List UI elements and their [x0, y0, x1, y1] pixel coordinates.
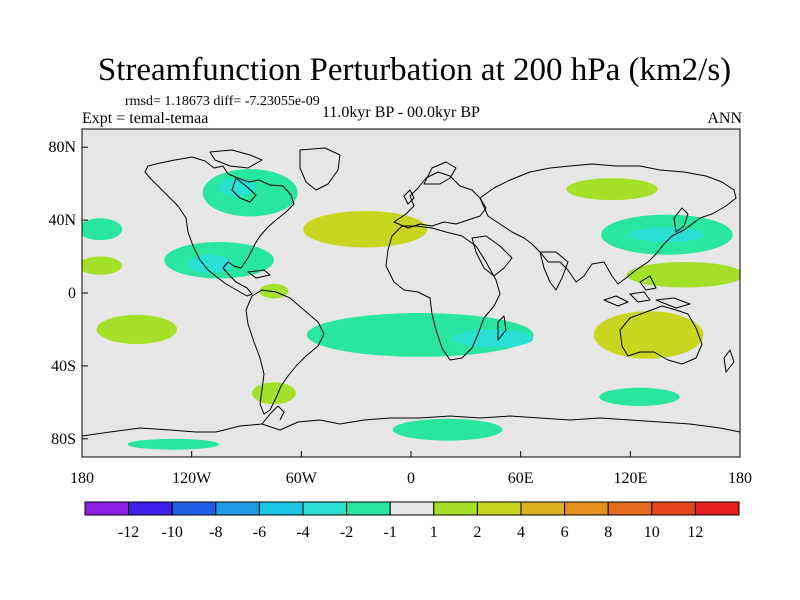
contour-region-north-atlantic-core [314, 221, 380, 241]
period-label: 11.0kyr BP - 00.0kyr BP [322, 104, 480, 121]
coastline-new-zealand [723, 349, 735, 373]
contour-region-south-america-tip-positive [251, 382, 296, 405]
lat-tick-label: 0 [68, 285, 76, 302]
colorbar-swatch [476, 501, 522, 516]
coastline-arabia [471, 235, 513, 277]
colorbar-swatch [346, 501, 391, 516]
contour-region-antarctic-coast-negative [392, 418, 503, 441]
colorbar-label: 8 [604, 524, 612, 541]
colorbar-label: 2 [473, 524, 481, 541]
coastline-europe [393, 171, 487, 229]
colorbar-swatch [651, 501, 696, 516]
map-axes: 180 120W 60W 0 60E 120E 180 80N 40N 0 40S 80S [48, 139, 752, 487]
contour-region-australia-positive [593, 311, 704, 359]
colorbar-label: -1 [384, 524, 397, 541]
coastline-australia [619, 305, 703, 365]
colorbar-label: -4 [296, 524, 309, 541]
contour-region-southern-ocean-negative [599, 387, 680, 406]
coastline-asia [479, 163, 737, 285]
contour-region-antarctic-pacific-negative [127, 438, 220, 450]
lon-tick-label: 120W [172, 470, 212, 487]
coastline-hudson-bay [231, 177, 257, 203]
colorbar-swatch [607, 501, 653, 516]
lat-tick-label: 80N [48, 139, 76, 156]
contour-region-north-pacific-core [630, 227, 704, 242]
contour-region-indian-ocean-core [453, 329, 534, 348]
coastline-north-america [144, 156, 295, 297]
colorbar-swatch [171, 501, 217, 516]
colorbar-swatch [520, 501, 566, 516]
contour-region-dateline-west-positive [82, 256, 123, 275]
colorbar-label: -8 [209, 524, 222, 541]
colorbar-label: 6 [561, 524, 569, 541]
lon-tick-label: 60E [508, 470, 534, 487]
coastlines [82, 147, 740, 437]
colorbar: -12 -10 -8 -6 -4 -2 -1 1 2 4 6 8 10 12 [84, 501, 740, 541]
lon-tick-label: 120E [613, 470, 647, 487]
season-label: ANN [707, 110, 742, 127]
colorbar-swatch [564, 501, 609, 516]
coastline-antarctic-peninsula [261, 405, 285, 425]
colorbar-swatch [128, 501, 173, 516]
colorbar-swatch [694, 501, 740, 516]
coastline-antarctica [82, 415, 740, 437]
colorbar-label: 4 [517, 524, 525, 541]
contour-region-brazil-positive [259, 283, 289, 299]
colorbar-label: -10 [162, 524, 183, 541]
coastline-indonesia [603, 275, 691, 309]
colorbar-label: -12 [118, 524, 139, 541]
colorbar-swatch [258, 501, 304, 516]
map-background [82, 129, 740, 457]
colorbar-swatch [433, 501, 478, 516]
coastline-arctic-islands [209, 149, 263, 169]
colorbar-label: -2 [340, 524, 353, 541]
contour-region-caribbean-core [188, 254, 232, 273]
lat-tick-label: 40S [51, 358, 76, 375]
lon-tick-label: 180 [70, 470, 94, 487]
coastline-japan [673, 207, 689, 233]
coastline-scandinavia [423, 161, 457, 185]
coastline-greenland [299, 147, 341, 191]
colorbar-swatch [302, 501, 348, 516]
colorbar-label: 10 [644, 524, 660, 541]
contour-region-north-america-high-lat-core [219, 178, 256, 197]
colorbar-swatch [84, 501, 130, 516]
colorbar-label: -6 [253, 524, 266, 541]
coastline-madagascar [497, 315, 507, 341]
lon-tick-label: 60W [286, 470, 318, 487]
colorbar-label: 12 [687, 524, 703, 541]
lon-tick-label: 0 [407, 470, 415, 487]
colorbar-swatch [215, 501, 260, 516]
coastline-british-isles [403, 189, 415, 205]
lat-tick-label: 80S [51, 431, 76, 448]
colorbar-label: 1 [430, 524, 438, 541]
coastline-africa [385, 225, 501, 361]
coastline-south-america [245, 289, 325, 415]
contour-region-southeast-pacific-positive [96, 314, 178, 345]
contour-region-east-pacific-positive-band [626, 262, 740, 288]
contour-region-australia-core [639, 334, 677, 350]
contour-region-central-asia-positive [566, 178, 658, 201]
coastline-caribbean [247, 269, 271, 279]
rmsd-diff-stats: rmsd= 1.18673 diff= -7.23055e-09 [125, 94, 320, 109]
lon-tick-label: 180 [728, 470, 752, 487]
contour-region-west-atlantic-negative [82, 218, 123, 241]
experiment-label: Expt = temal-temaa [82, 110, 209, 127]
lat-tick-label: 40N [48, 212, 76, 229]
coastline-india [539, 251, 569, 291]
map-title: Streamfunction Perturbation at 200 hPa (… [97, 52, 732, 88]
colorbar-swatch [389, 501, 435, 516]
